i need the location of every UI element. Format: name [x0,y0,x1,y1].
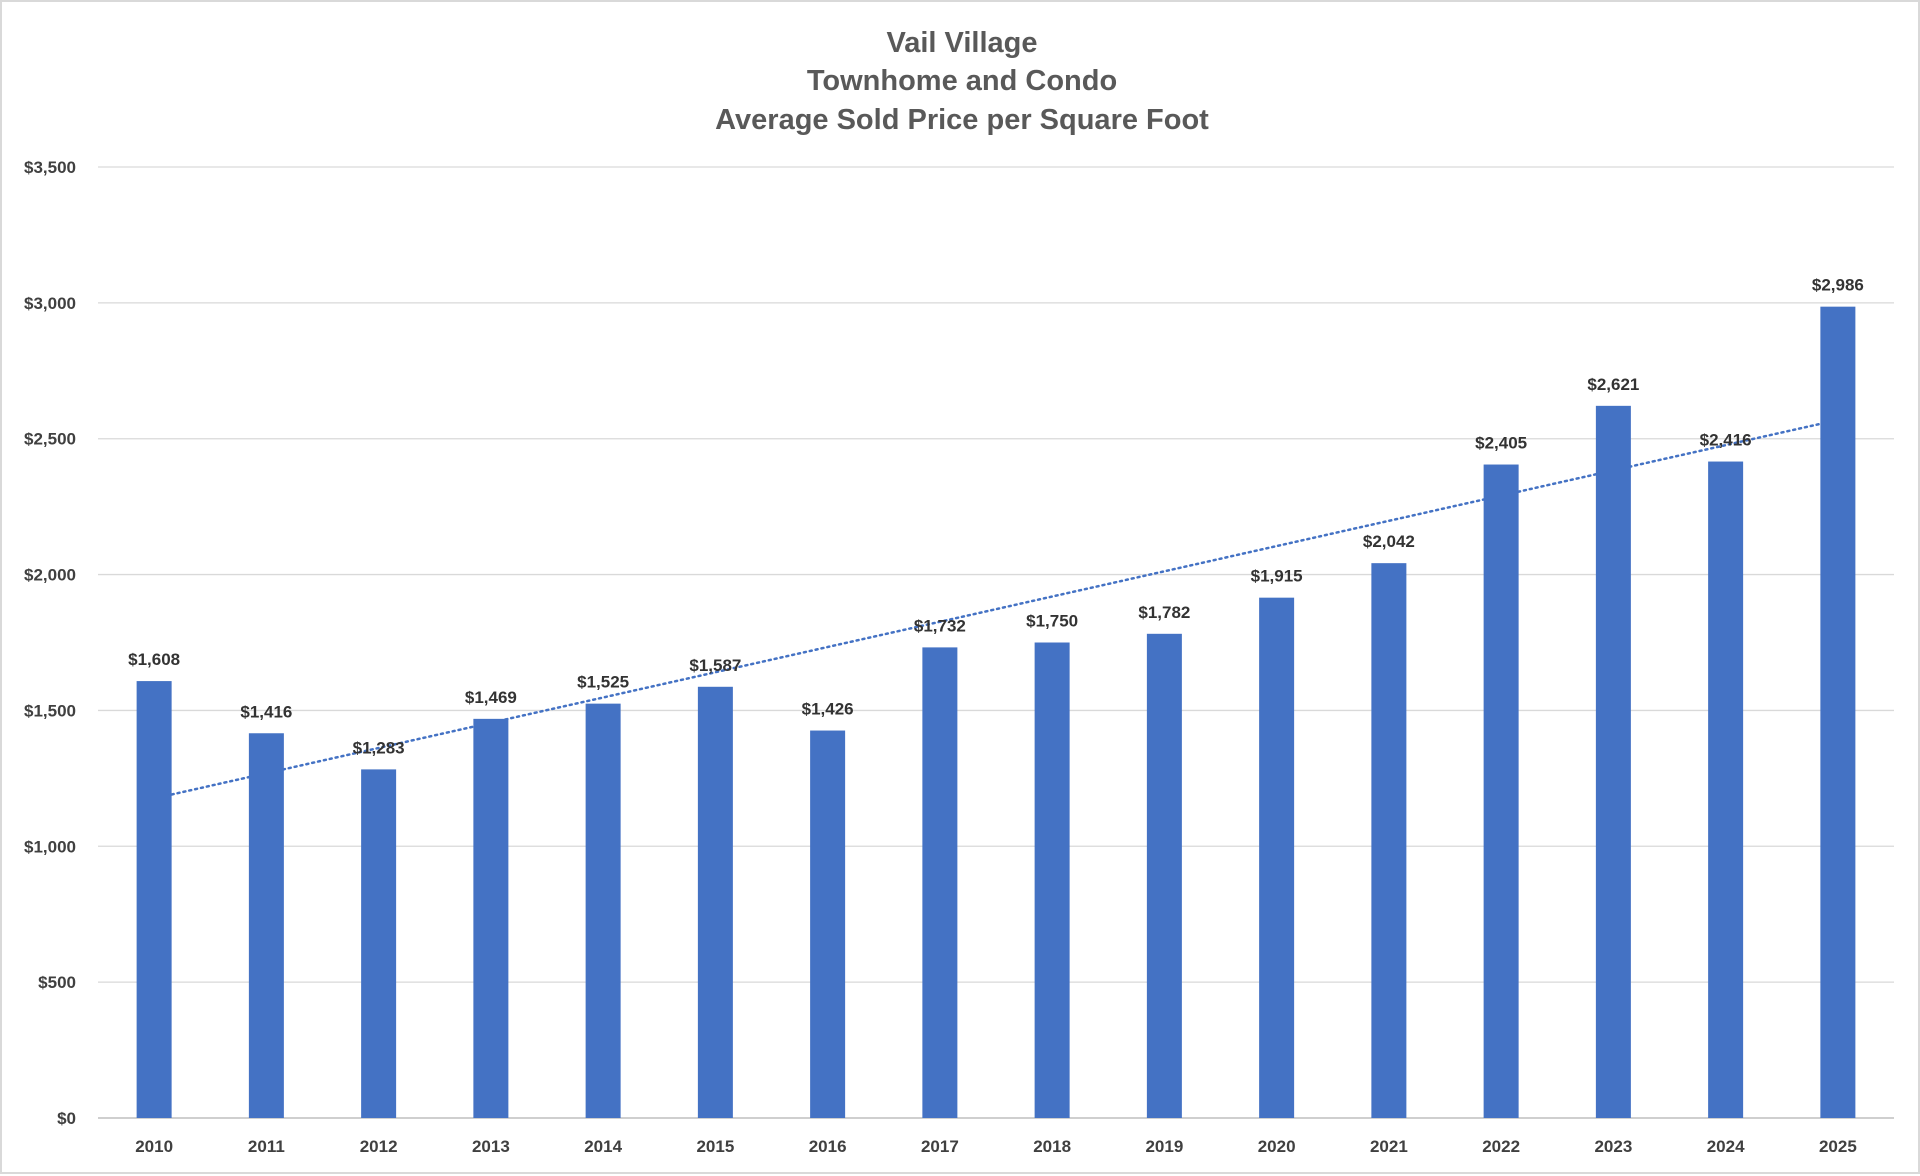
bar-2017 [922,647,958,1118]
bar-2016 [810,730,846,1118]
chart-title: Vail Village Townhome and Condo Average … [715,27,1209,136]
linear-trendline [152,418,1840,800]
x-tick-label-2014: 2014 [584,1137,622,1156]
data-label-2012: $1,283 [353,738,405,757]
x-tick-label-2023: 2023 [1594,1137,1632,1156]
bar-2022 [1483,464,1519,1119]
data-label-2014: $1,525 [577,673,629,692]
bar-2023 [1595,405,1631,1118]
data-labels: $1,608 $1,416 $1,283 $1,469 $1,525 $1,587 $1,4… [128,276,1864,758]
data-label-2024: $2,416 [1700,431,1752,450]
y-tick-label: $1,000 [24,837,76,856]
x-tick-label-2019: 2019 [1145,1137,1183,1156]
bar-2018 [1034,642,1070,1118]
x-tick-label-2022: 2022 [1482,1137,1520,1156]
data-label-2017: $1,732 [914,616,966,635]
x-axis: 2010 2011 2012 2013 2014 2015 2016 2017 2018 2019… [135,1137,1857,1156]
data-label-2016: $1,426 [802,700,854,719]
bar-series [136,306,1856,1119]
data-label-2011: $1,416 [240,702,292,721]
bar-2025 [1820,306,1856,1118]
x-tick-label-2016: 2016 [809,1137,847,1156]
bar-2014 [585,703,621,1118]
y-tick-label: $2,000 [24,566,76,585]
x-tick-label-2018: 2018 [1033,1137,1071,1156]
trendline [152,418,1840,800]
bar-2024 [1708,461,1744,1118]
x-tick-label-2024: 2024 [1707,1137,1745,1156]
data-label-2025: $2,986 [1812,276,1864,295]
x-tick-label-2015: 2015 [696,1137,734,1156]
y-tick-label: $0 [57,1109,76,1128]
data-label-2022: $2,405 [1475,434,1527,453]
x-tick-label-2025: 2025 [1819,1137,1857,1156]
x-tick-label-2017: 2017 [921,1137,959,1156]
y-tick-label: $3,000 [24,294,76,313]
y-axis: $0 $500 $1,000 $1,500 $2,000 $2,500 $3,000 $3,5… [24,158,76,1128]
bar-2013 [473,718,509,1118]
y-tick-label: $500 [38,973,76,992]
chart-title-line-2: Townhome and Condo [807,65,1117,97]
x-tick-label-2011: 2011 [248,1137,285,1156]
bar-2011 [248,733,284,1118]
x-tick-label-2012: 2012 [360,1137,398,1156]
data-label-2020: $1,915 [1251,567,1303,586]
bar-2012 [361,769,397,1118]
data-label-2023: $2,621 [1587,375,1639,394]
chart-title-line-1: Vail Village [886,27,1037,59]
data-label-2021: $2,042 [1363,532,1415,551]
x-tick-label-2010: 2010 [135,1137,173,1156]
data-label-2010: $1,608 [128,650,180,669]
bar-2021 [1371,563,1407,1118]
gridlines [98,166,1894,1119]
chart-title-line-3: Average Sold Price per Square Foot [715,104,1209,136]
bar-2010 [136,681,172,1118]
x-tick-label-2020: 2020 [1258,1137,1296,1156]
bar-2019 [1146,633,1182,1118]
bar-2020 [1259,597,1295,1118]
data-label-2013: $1,469 [465,688,517,707]
y-tick-label: $3,500 [24,158,76,177]
x-tick-label-2013: 2013 [472,1137,510,1156]
data-label-2018: $1,750 [1026,612,1078,631]
y-tick-label: $1,500 [24,701,76,720]
data-label-2019: $1,782 [1138,603,1190,622]
bar-2015 [697,686,733,1118]
data-label-2015: $1,587 [689,656,741,675]
y-tick-label: $2,500 [24,430,76,449]
x-tick-label-2021: 2021 [1370,1137,1408,1156]
